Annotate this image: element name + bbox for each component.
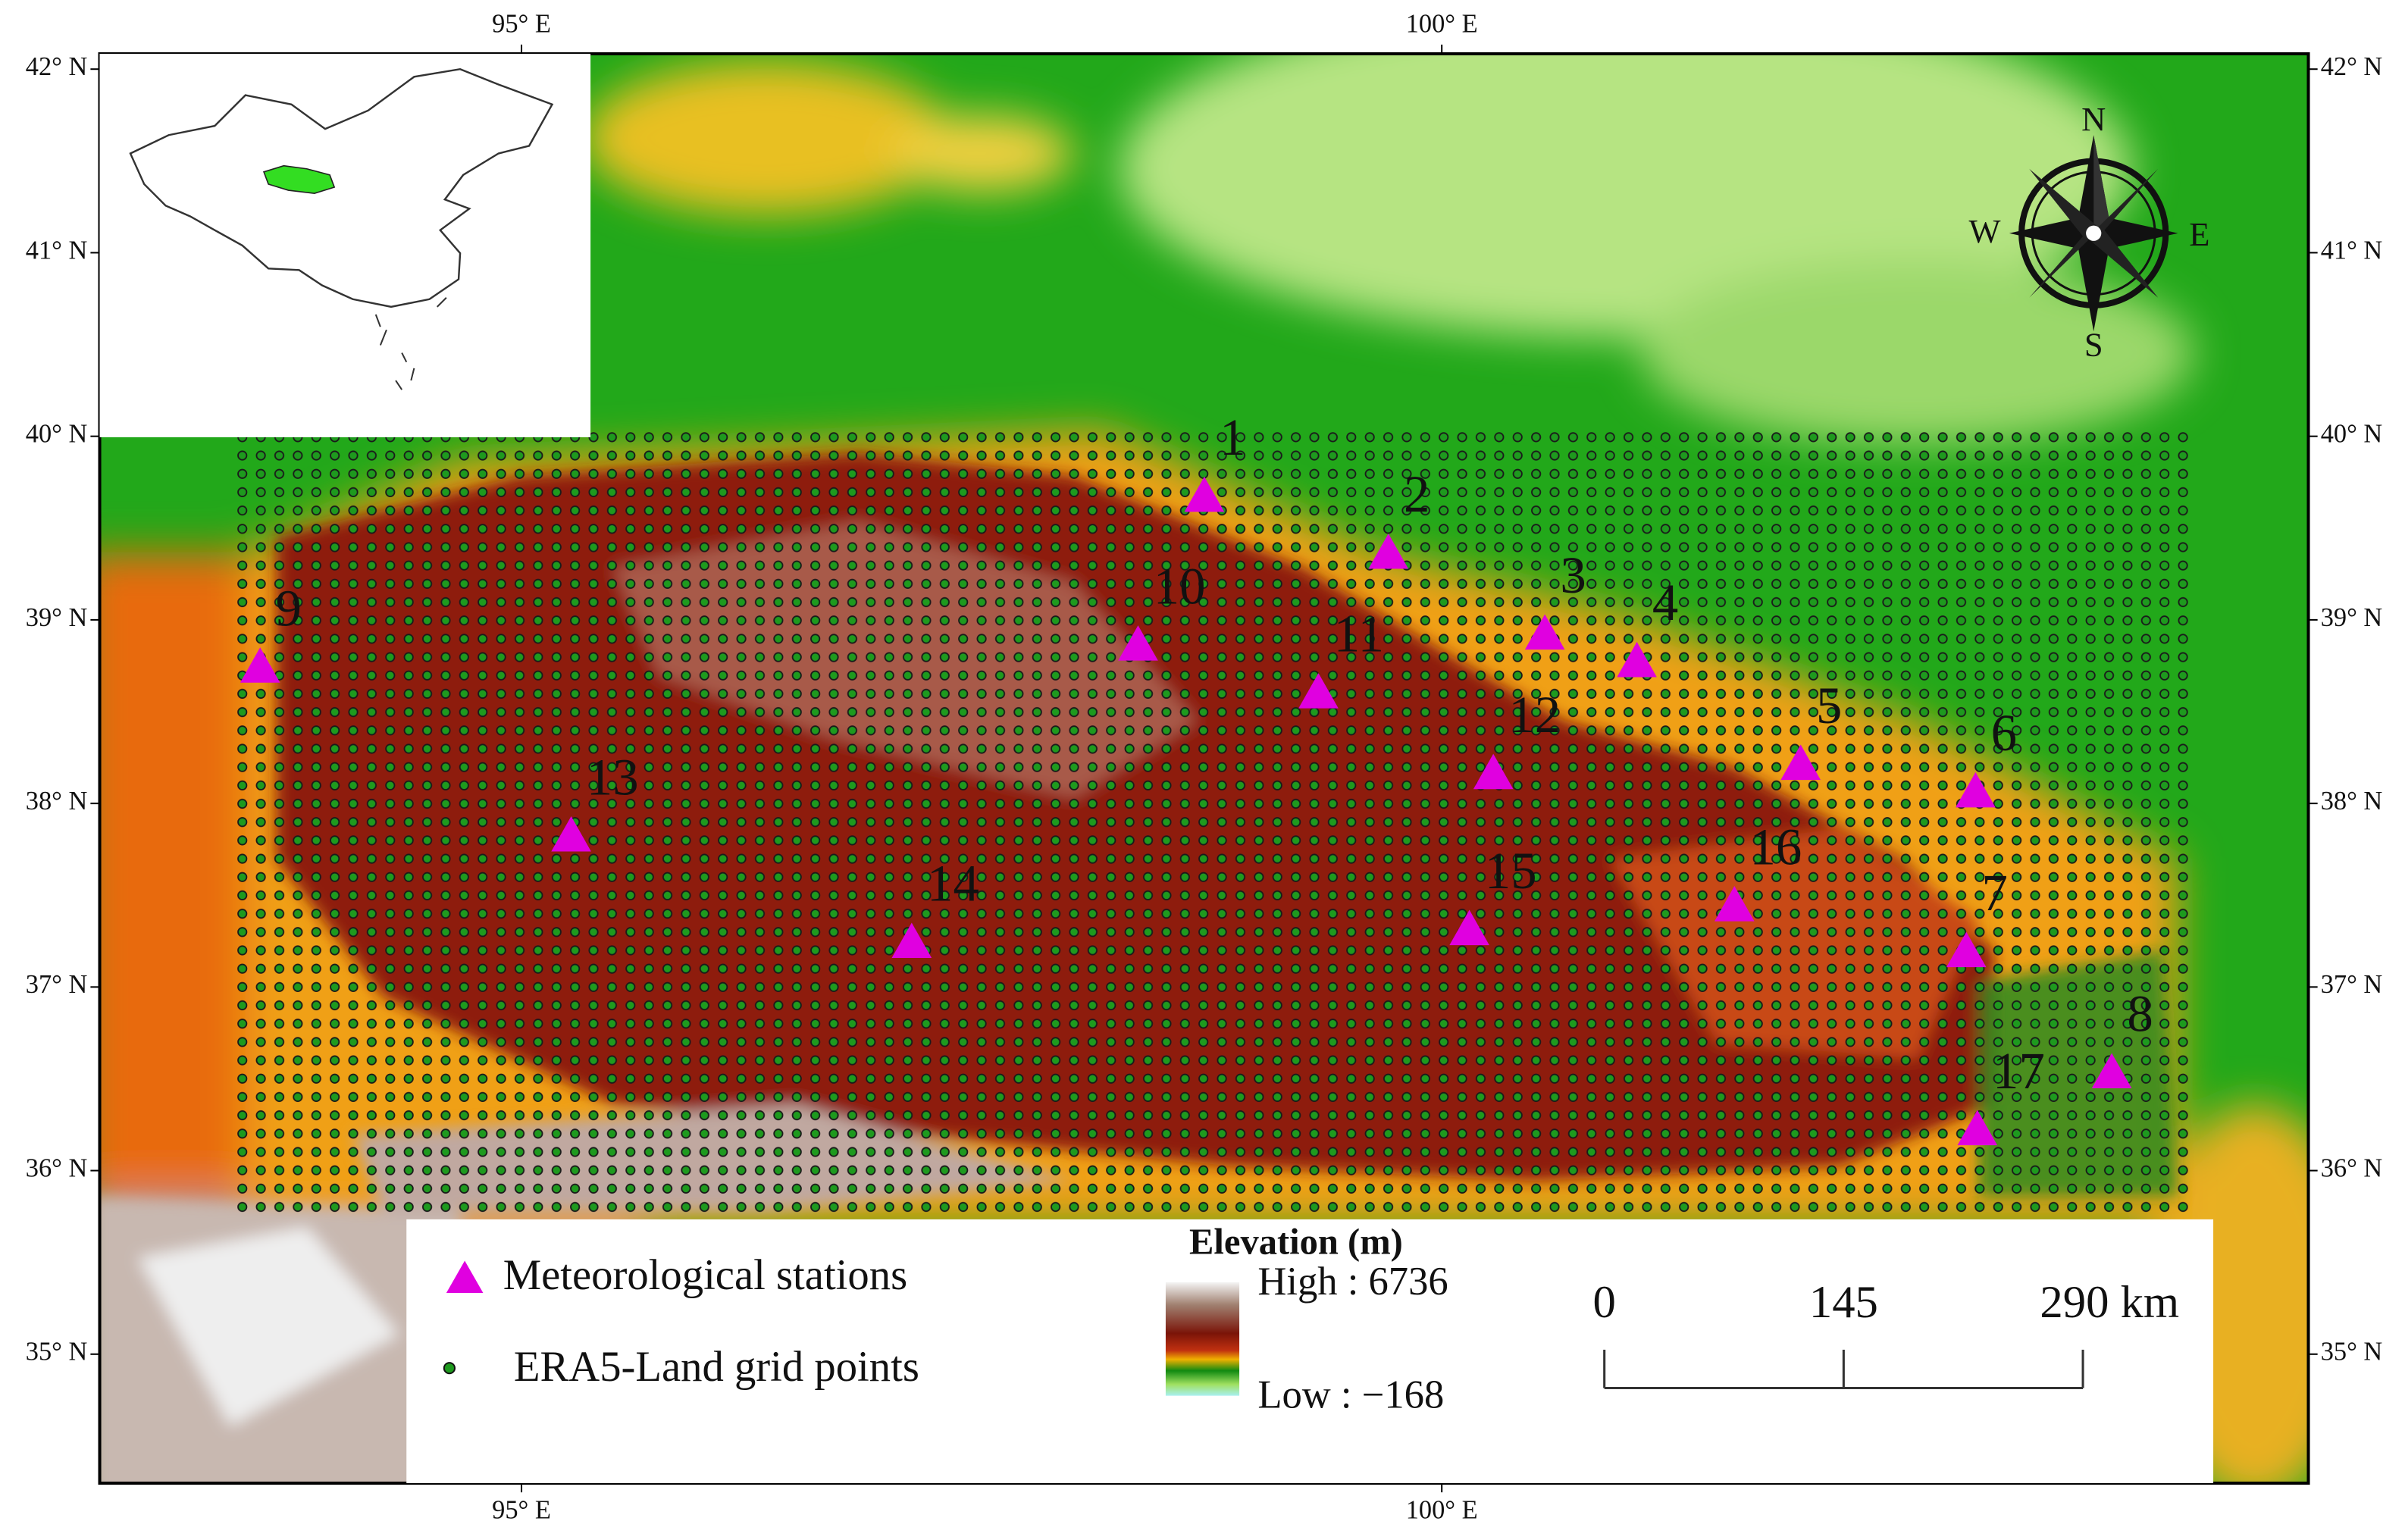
station-marker (1956, 772, 1996, 808)
station-label: 1 (1220, 408, 1245, 466)
lat-tick-label: 39° N (2321, 603, 2383, 632)
legend: Meteorological stations ERA5-Land grid p… (406, 1219, 2214, 1483)
lat-tick-label: 42° N (26, 52, 88, 81)
legend-grid-points: ERA5-Land grid points (514, 1344, 919, 1391)
station-label: 17 (1993, 1042, 2045, 1100)
elevation-colorbar (1165, 1282, 1240, 1396)
terrain (99, 53, 2309, 1483)
station-marker (240, 647, 280, 683)
station-marker (891, 922, 932, 959)
lat-tick-label: 38° N (2321, 787, 2383, 815)
inset-map (99, 53, 591, 437)
scale-label: 145 (1809, 1277, 1878, 1328)
lon-tick-label: 95° E (492, 9, 551, 38)
station-label: 16 (1750, 818, 1802, 875)
station-label: 6 (1991, 704, 2017, 762)
station-label: 8 (2127, 985, 2153, 1043)
compass-east: E (2189, 215, 2209, 253)
lat-tick-label: 35° N (2321, 1338, 2383, 1366)
station-marker (1714, 886, 1755, 922)
compass-south: S (2084, 326, 2103, 364)
station-label: 5 (1816, 677, 1842, 734)
compass-west: W (1969, 212, 2001, 250)
station-label: 4 (1652, 574, 1678, 631)
lat-tick-label: 37° N (26, 970, 88, 999)
station-marker (1780, 744, 1821, 781)
station-marker (1617, 641, 1657, 678)
station-marker (1118, 625, 1158, 661)
station-marker (1524, 614, 1565, 650)
station-marker (1298, 673, 1339, 709)
station-label: 9 (275, 579, 301, 637)
graticule-labels: 95° E 95° E 100° E 100° E 35° N 35° N 36° N 36°… (26, 9, 2383, 1524)
station-marker (551, 816, 591, 852)
station-label: 7 (1981, 864, 2007, 922)
legend-stations: Meteorological stations (503, 1252, 907, 1299)
lat-tick-label: 42° N (2321, 52, 2383, 81)
lat-tick-label: 40° N (2321, 420, 2383, 449)
station-marker (1184, 476, 1225, 512)
scale-ticks: 0 145 290 km (1593, 1277, 2179, 1388)
station-label: 11 (1334, 605, 1384, 662)
compass-rose: N S E W (1969, 100, 2210, 363)
elevation-low: Low : −168 (1257, 1373, 1444, 1417)
station-label: 15 (1485, 842, 1537, 900)
station-label: 13 (587, 748, 639, 806)
legend-grid-symbol (443, 1362, 456, 1375)
station-marker (1946, 931, 1987, 968)
lat-tick-label: 37° N (2321, 970, 2383, 999)
lon-tick-label: 100° E (1406, 1495, 1478, 1524)
lon-tick-label: 95° E (492, 1495, 551, 1524)
station-marker (2091, 1053, 2132, 1089)
scale-label: 290 km (2040, 1277, 2179, 1328)
lat-tick-label: 38° N (26, 787, 88, 815)
era5-grid-points (233, 427, 2190, 1216)
lat-tick-label: 39° N (26, 603, 88, 632)
lat-tick-label: 41° N (26, 236, 88, 264)
legend-station-symbol (446, 1260, 484, 1294)
station-marker (1368, 533, 1409, 569)
lat-tick-label: 35° N (26, 1338, 88, 1366)
station-marker (1449, 909, 1489, 946)
lat-tick-label: 41° N (2321, 236, 2383, 264)
elevation-title: Elevation (m) (1189, 1221, 1403, 1262)
station-label: 2 (1404, 465, 1430, 523)
station-label: 10 (1154, 557, 1206, 615)
scale-label: 0 (1593, 1277, 1616, 1328)
elevation-high: High : 6736 (1257, 1260, 1448, 1304)
station-label: 14 (927, 855, 979, 912)
station-marker (1957, 1110, 1998, 1146)
station-label: 12 (1508, 686, 1561, 743)
lat-tick-label: 36° N (26, 1153, 88, 1182)
lon-tick-label: 100° E (1406, 9, 1478, 38)
station-marker (1473, 753, 1514, 790)
lat-tick-label: 36° N (2321, 1153, 2383, 1182)
compass-north: N (2081, 100, 2106, 138)
lat-tick-label: 40° N (26, 420, 88, 449)
station-label: 3 (1560, 546, 1586, 604)
